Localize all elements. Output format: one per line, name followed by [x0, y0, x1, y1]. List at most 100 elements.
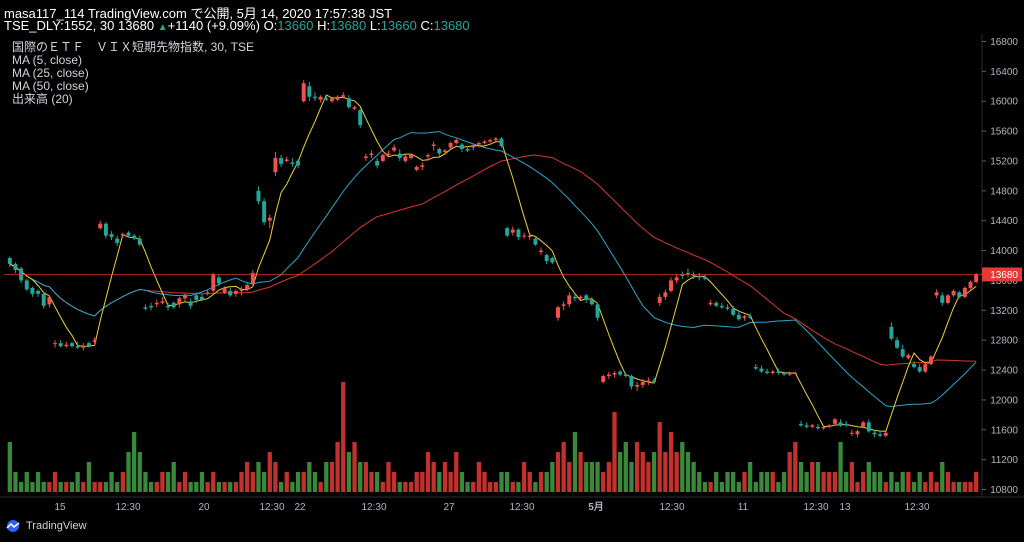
x-tick-label: 11	[738, 502, 749, 513]
candle-body	[827, 425, 832, 427]
volume-bar	[69, 482, 75, 492]
legend-ma25[interactable]: MA (25, close)	[12, 66, 89, 80]
candle-body	[188, 301, 193, 306]
volume-bar	[923, 482, 928, 492]
volume-bar	[261, 472, 267, 492]
candle-body	[120, 234, 125, 236]
candle-body	[126, 232, 131, 236]
volume-bar	[663, 452, 668, 492]
volume-bar	[697, 472, 702, 492]
volume-bar	[606, 462, 611, 492]
legend-volume[interactable]: 出来高 (20)	[12, 92, 73, 106]
candle-body	[510, 229, 515, 233]
volume-bar	[815, 462, 821, 492]
volume-bar	[148, 482, 154, 492]
candle-body	[957, 292, 962, 297]
volume-bar	[115, 482, 120, 492]
y-tick-label: 14000	[990, 246, 1018, 257]
candle-body	[499, 138, 504, 147]
candle-body	[397, 153, 402, 158]
y-tick-label: 12400	[990, 366, 1018, 377]
volume-bar	[516, 482, 521, 492]
volume-bar	[205, 482, 210, 492]
candle-body	[787, 373, 792, 375]
volume-bar	[674, 452, 679, 492]
candle-body	[369, 153, 374, 155]
volume-bar	[18, 482, 24, 492]
last-price-label: 13680	[990, 270, 1018, 281]
volume-bar	[132, 432, 137, 492]
volume-bar	[911, 482, 917, 492]
candle-body	[273, 157, 278, 173]
volume-bar	[437, 472, 442, 492]
volume-bar	[284, 472, 289, 492]
legend-ma5[interactable]: MA (5, close)	[12, 53, 83, 67]
volume-bar	[680, 442, 685, 492]
tradingview-logo[interactable]: TradingView	[4, 520, 87, 532]
volume-bar	[572, 432, 578, 492]
volume-bar	[222, 482, 227, 492]
candle-body	[109, 234, 114, 238]
candle-body	[81, 346, 86, 348]
x-tick-label: 12:30	[115, 502, 140, 513]
volume-bar	[646, 462, 651, 492]
candle-body	[13, 264, 18, 270]
volume-bar	[544, 472, 549, 492]
candle-body	[482, 141, 487, 144]
candle-body	[652, 380, 657, 382]
volume-bar	[273, 462, 278, 492]
volume-bar	[945, 472, 951, 492]
candle-body	[623, 374, 628, 377]
candle-body	[137, 238, 142, 245]
candle-body	[838, 422, 843, 426]
volume-bar	[448, 472, 453, 492]
volume-bar	[408, 482, 414, 492]
volume-bar	[821, 472, 826, 492]
volume-bar	[75, 472, 80, 492]
candle-body	[770, 371, 775, 374]
candle-body	[250, 272, 255, 284]
volume-bar	[917, 472, 922, 492]
volume-bar	[685, 452, 691, 492]
candle-body	[103, 223, 108, 236]
candle-body	[810, 425, 815, 427]
y-tick-label: 10800	[990, 485, 1018, 496]
volume-bar	[719, 482, 725, 492]
y-tick-label: 14800	[990, 186, 1018, 197]
volume-bar	[521, 462, 527, 492]
legend-ma50[interactable]: MA (50, close)	[12, 79, 89, 93]
symbol-name[interactable]: TSE_DLY:1552, 30	[4, 18, 115, 33]
legend-title[interactable]: 国際のＥＴＦ ＶＩＸ短期先物指数, 30, TSE	[12, 40, 255, 54]
candle-body	[92, 340, 97, 342]
volume-bar	[951, 482, 956, 492]
candle-body	[284, 159, 289, 161]
volume-bar	[324, 462, 329, 492]
volume-bar	[781, 472, 787, 492]
volume-bar	[640, 452, 645, 492]
candle-body	[64, 344, 69, 347]
candle-body	[324, 98, 329, 100]
volume-bar	[476, 462, 482, 492]
volume-bar	[245, 462, 250, 492]
volume-bar	[488, 482, 493, 492]
candle-body	[420, 165, 425, 167]
candle-body	[465, 149, 470, 151]
candle-body	[793, 373, 798, 375]
candle-body	[228, 290, 233, 296]
candle-body	[307, 86, 312, 97]
volume-bar	[301, 472, 306, 492]
candle-body	[296, 160, 301, 166]
volume-bar	[804, 472, 809, 492]
volume-bar	[618, 452, 623, 492]
y-tick-label: 13200	[990, 306, 1018, 317]
volume-bar	[41, 482, 46, 492]
volume-bar	[510, 482, 515, 492]
volume-bar	[578, 452, 583, 492]
volume-bar	[787, 452, 792, 492]
candle-body	[267, 217, 272, 221]
volume-bar	[386, 462, 391, 492]
candle-body	[928, 356, 933, 365]
volume-bar	[7, 442, 12, 492]
candle-body	[346, 98, 351, 108]
